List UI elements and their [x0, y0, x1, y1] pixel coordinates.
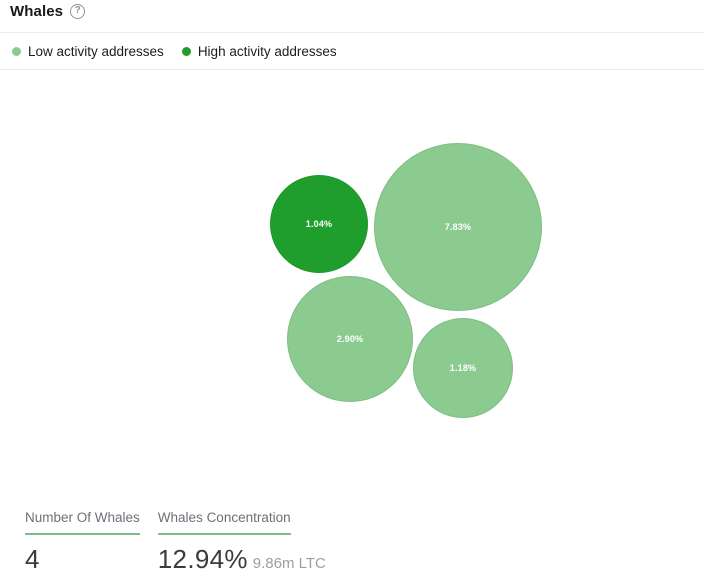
stats-row: Number Of Whales 4 Whales Concentration … [0, 506, 705, 575]
bubble-value-label: 1.18% [449, 363, 477, 373]
widget-title: Whales [10, 2, 64, 20]
bubble-value-label: 7.83% [444, 222, 472, 232]
stat-label: Whales Concentration [157, 510, 291, 535]
legend-label-high-activity: High activity addresses [197, 43, 337, 59]
chart-legend: Low activity addresses High activity add… [0, 33, 705, 69]
bubble-low-7.83[interactable]: 7.83% [374, 143, 542, 311]
legend-item-high-activity[interactable]: High activity addresses [181, 43, 337, 59]
legend-item-low-activity[interactable]: Low activity addresses [12, 44, 164, 59]
legend-dot-high-activity-icon [181, 46, 191, 56]
stat-suffix-ltc-amount: 9.86m LTC [252, 555, 326, 572]
bubble-high-1.04[interactable]: 1.04% [270, 175, 368, 273]
stat-label: Number Of Whales [25, 510, 140, 535]
legend-dot-low-activity-icon [12, 46, 21, 56]
whales-bubble-chart: 1.04% 7.83% 2.90% 1.18% [0, 70, 705, 506]
bubble-low-2.90[interactable]: 2.90% [287, 276, 413, 402]
header-divider [0, 32, 705, 33]
widget-header: Whales ? [0, 0, 705, 32]
stat-value-number-of-whales: 4 [25, 544, 40, 574]
stat-whales-concentration: Whales Concentration 12.94% 9.86m LTC [157, 509, 326, 575]
help-icon[interactable]: ? [70, 3, 86, 19]
bubble-value-label: 1.04% [305, 219, 333, 229]
stat-value-whales-concentration: 12.94% [157, 544, 248, 574]
stat-number-of-whales: Number Of Whales 4 [25, 509, 140, 575]
legend-label-low-activity: Low activity addresses [28, 43, 164, 59]
legend-divider [0, 69, 705, 70]
bubble-low-1.18[interactable]: 1.18% [413, 318, 513, 418]
bubble-value-label: 2.90% [336, 334, 364, 344]
